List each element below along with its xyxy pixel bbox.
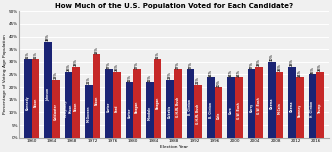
Text: G.W. Bush: G.W. Bush xyxy=(257,97,261,114)
Bar xyxy=(248,69,255,138)
Bar xyxy=(166,79,174,138)
Bar xyxy=(255,67,263,138)
Text: G.H.W. Bush: G.H.W. Bush xyxy=(196,104,200,124)
Text: 31%: 31% xyxy=(34,51,38,59)
Text: Johnson: Johnson xyxy=(46,88,50,101)
Bar xyxy=(174,69,182,138)
Bar xyxy=(93,54,100,138)
Text: 27%: 27% xyxy=(107,61,111,69)
Text: McCain: McCain xyxy=(278,102,282,114)
Title: How Much of the U.S. Population Voted for Each Candidate?: How Much of the U.S. Population Voted fo… xyxy=(55,3,293,9)
Text: Humphrey/
Hixon: Humphrey/ Hixon xyxy=(64,99,73,117)
Bar xyxy=(276,72,284,138)
Bar xyxy=(113,72,121,138)
Bar xyxy=(85,85,93,138)
Text: 26%: 26% xyxy=(318,64,322,71)
Text: 27%: 27% xyxy=(189,61,193,69)
Text: 31%: 31% xyxy=(26,51,30,59)
Text: 33%: 33% xyxy=(95,46,99,54)
Text: Nixon: Nixon xyxy=(95,95,99,105)
Bar xyxy=(207,77,214,138)
Text: Carter: Carter xyxy=(127,107,131,118)
Text: Kerry: Kerry xyxy=(249,102,253,112)
Bar xyxy=(125,82,133,138)
Text: 28%: 28% xyxy=(74,59,78,66)
Bar xyxy=(316,72,324,138)
Text: 27%: 27% xyxy=(135,61,139,69)
Bar xyxy=(105,69,113,138)
Bar xyxy=(72,67,80,138)
Text: G.W. Bush: G.W. Bush xyxy=(237,102,241,119)
Text: 24%: 24% xyxy=(237,69,241,76)
Text: 20%: 20% xyxy=(216,79,220,87)
Bar xyxy=(133,69,141,138)
Text: Nixon: Nixon xyxy=(74,101,78,111)
Text: 28%: 28% xyxy=(257,59,261,66)
Text: 26%: 26% xyxy=(66,64,70,71)
Text: 26%: 26% xyxy=(115,64,119,71)
Bar xyxy=(64,72,72,138)
Text: 23%: 23% xyxy=(54,71,58,79)
Text: 26%: 26% xyxy=(278,64,282,71)
Text: 27%: 27% xyxy=(176,61,180,69)
Text: McGovern: McGovern xyxy=(87,106,91,122)
X-axis label: Election Year: Election Year xyxy=(160,145,188,149)
Text: Nixon: Nixon xyxy=(34,98,38,107)
Text: Obama: Obama xyxy=(290,100,294,112)
Text: 22%: 22% xyxy=(148,74,152,82)
Bar xyxy=(24,59,32,138)
Bar xyxy=(154,59,161,138)
Text: 23%: 23% xyxy=(168,71,172,79)
Bar xyxy=(194,85,202,138)
Text: 24%: 24% xyxy=(229,69,233,76)
Text: B. Clinton: B. Clinton xyxy=(189,99,193,115)
Bar xyxy=(288,67,296,138)
Text: Reagan: Reagan xyxy=(135,101,139,113)
Text: 21%: 21% xyxy=(87,76,91,84)
Text: Reagan: Reagan xyxy=(155,96,159,109)
Text: Dole: Dole xyxy=(216,111,220,119)
Bar xyxy=(32,59,39,138)
Text: B. Clinton: B. Clinton xyxy=(209,102,213,118)
Text: Carter: Carter xyxy=(107,102,111,112)
Text: H. Clinton: H. Clinton xyxy=(310,101,314,117)
Text: G.H.W. Bush: G.H.W. Bush xyxy=(176,97,180,117)
Bar xyxy=(146,82,154,138)
Text: 31%: 31% xyxy=(155,51,159,59)
Bar xyxy=(44,42,52,138)
Text: Mondale: Mondale xyxy=(148,106,152,120)
Bar xyxy=(268,62,276,138)
Bar xyxy=(235,77,243,138)
Bar xyxy=(214,87,222,138)
Bar xyxy=(52,79,60,138)
Text: 22%: 22% xyxy=(127,74,131,82)
Text: 21%: 21% xyxy=(196,76,200,84)
Text: Trump: Trump xyxy=(318,103,322,113)
Text: 27%: 27% xyxy=(249,61,253,69)
Text: Obama: Obama xyxy=(270,98,274,109)
Text: Ford: Ford xyxy=(115,104,119,112)
Y-axis label: Percentage of Voting Age Population: Percentage of Voting Age Population xyxy=(3,35,8,114)
Bar xyxy=(227,77,235,138)
Bar xyxy=(296,77,304,138)
Text: Goldwater: Goldwater xyxy=(54,103,58,120)
Bar xyxy=(309,74,316,138)
Text: 24%: 24% xyxy=(209,69,213,76)
Text: Gore: Gore xyxy=(229,107,233,114)
Bar xyxy=(187,69,194,138)
Text: 24%: 24% xyxy=(298,69,302,76)
Text: 28%: 28% xyxy=(290,59,294,66)
Text: 38%: 38% xyxy=(46,33,50,41)
Text: Kennedy: Kennedy xyxy=(26,95,30,110)
Text: 25%: 25% xyxy=(310,66,314,74)
Text: 30%: 30% xyxy=(270,54,274,61)
Text: Dukakis: Dukakis xyxy=(168,105,172,118)
Text: Romney: Romney xyxy=(298,104,302,117)
